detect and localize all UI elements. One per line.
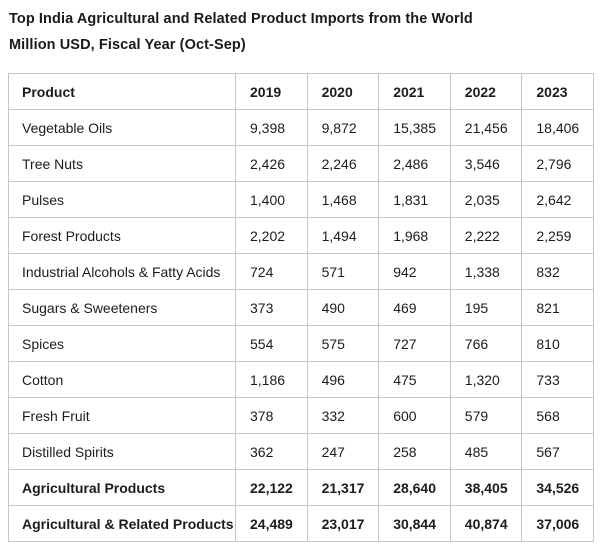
value-cell: 2,035 [449, 181, 523, 218]
value-cell: 766 [449, 325, 523, 362]
table-header-row: Product 2019 2020 2021 2022 2023 [8, 73, 594, 110]
value-cell: 571 [306, 253, 380, 290]
product-cell: Agricultural Products [8, 469, 236, 506]
value-cell: 942 [378, 253, 451, 290]
value-cell: 724 [235, 253, 308, 290]
value-cell: 2,642 [521, 181, 594, 218]
value-cell: 810 [521, 325, 594, 362]
page-subtitle: Million USD, Fiscal Year (Oct-Sep) [9, 37, 246, 53]
page-title: Top India Agricultural and Related Produ… [9, 11, 473, 27]
value-cell: 21,456 [449, 109, 523, 146]
table-row: Vegetable Oils 9,398 9,872 15,385 21,456 18,4… [8, 109, 594, 146]
value-cell: 24,489 [235, 505, 308, 542]
value-cell: 22,122 [235, 469, 308, 506]
value-cell: 34,526 [521, 469, 594, 506]
value-cell: 600 [378, 397, 451, 434]
value-cell: 15,385 [378, 109, 451, 146]
value-cell: 832 [521, 253, 594, 290]
value-cell: 2,202 [235, 217, 308, 254]
table-total-row: Agricultural & Related Products 24,489 23,… [8, 505, 594, 542]
value-cell: 37,006 [521, 505, 594, 542]
value-cell: 332 [306, 397, 380, 434]
table-row: Industrial Alcohols & Fatty Acids 724 571 9… [8, 253, 594, 290]
value-cell: 258 [378, 433, 451, 470]
column-header-2023: 2023 [521, 73, 594, 110]
column-header-product: Product [8, 73, 236, 110]
value-cell: 1,186 [235, 361, 308, 398]
value-cell: 1,338 [449, 253, 523, 290]
value-cell: 733 [521, 361, 594, 398]
product-cell: Spices [8, 325, 236, 362]
value-cell: 1,468 [306, 181, 380, 218]
table-row: Forest Products 2,202 1,494 1,968 2,222 2,259 [8, 217, 594, 254]
product-cell: Pulses [8, 181, 236, 218]
value-cell: 3,546 [449, 145, 523, 182]
title-block: Top India Agricultural and Related Produ… [9, 6, 592, 58]
value-cell: 23,017 [306, 505, 380, 542]
value-cell: 9,872 [306, 109, 380, 146]
column-header-2021: 2021 [378, 73, 451, 110]
table-row: Cotton 1,186 496 475 1,320 733 [8, 361, 594, 398]
value-cell: 2,426 [235, 145, 308, 182]
table-row: Sugars & Sweeteners 373 490 469 195 821 [8, 289, 594, 326]
product-cell: Forest Products [8, 217, 236, 254]
table-total-row: Agricultural Products 22,122 21,317 28,640 3… [8, 469, 594, 506]
value-cell: 469 [378, 289, 451, 326]
value-cell: 195 [449, 289, 523, 326]
value-cell: 9,398 [235, 109, 308, 146]
product-cell: Agricultural & Related Products [8, 505, 236, 542]
value-cell: 2,222 [449, 217, 523, 254]
value-cell: 2,486 [378, 145, 451, 182]
value-cell: 30,844 [378, 505, 451, 542]
table-row: Tree Nuts 2,426 2,246 2,486 3,546 2,796 [8, 145, 594, 182]
value-cell: 496 [306, 361, 380, 398]
value-cell: 2,259 [521, 217, 594, 254]
table-row: Pulses 1,400 1,468 1,831 2,035 2,642 [8, 181, 594, 218]
table-row: Fresh Fruit 378 332 600 579 568 [8, 397, 594, 434]
column-header-2019: 2019 [235, 73, 308, 110]
table-body: Vegetable Oils 9,398 9,872 15,385 21,456 18,4… [8, 109, 594, 542]
value-cell: 373 [235, 289, 308, 326]
product-cell: Vegetable Oils [8, 109, 236, 146]
column-header-2022: 2022 [449, 73, 523, 110]
product-cell: Fresh Fruit [8, 397, 236, 434]
value-cell: 1,494 [306, 217, 380, 254]
value-cell: 38,405 [449, 469, 523, 506]
value-cell: 579 [449, 397, 523, 434]
value-cell: 2,246 [306, 145, 380, 182]
value-cell: 554 [235, 325, 308, 362]
value-cell: 2,796 [521, 145, 594, 182]
value-cell: 567 [521, 433, 594, 470]
value-cell: 21,317 [306, 469, 380, 506]
value-cell: 378 [235, 397, 308, 434]
value-cell: 1,968 [378, 217, 451, 254]
value-cell: 490 [306, 289, 380, 326]
table-row: Distilled Spirits 362 247 258 485 567 [8, 433, 594, 470]
product-cell: Cotton [8, 361, 236, 398]
value-cell: 575 [306, 325, 380, 362]
product-cell: Sugars & Sweeteners [8, 289, 236, 326]
value-cell: 568 [521, 397, 594, 434]
value-cell: 821 [521, 289, 594, 326]
value-cell: 18,406 [521, 109, 594, 146]
product-cell: Industrial Alcohols & Fatty Acids [8, 253, 236, 290]
value-cell: 1,400 [235, 181, 308, 218]
imports-table: Product 2019 2020 2021 2022 2023 Vegetab… [8, 73, 594, 542]
value-cell: 28,640 [378, 469, 451, 506]
value-cell: 1,831 [378, 181, 451, 218]
column-header-2020: 2020 [306, 73, 380, 110]
value-cell: 247 [306, 433, 380, 470]
value-cell: 40,874 [449, 505, 523, 542]
product-cell: Tree Nuts [8, 145, 236, 182]
value-cell: 362 [235, 433, 308, 470]
value-cell: 1,320 [449, 361, 523, 398]
value-cell: 727 [378, 325, 451, 362]
table-row: Spices 554 575 727 766 810 [8, 325, 594, 362]
value-cell: 475 [378, 361, 451, 398]
value-cell: 485 [449, 433, 523, 470]
product-cell: Distilled Spirits [8, 433, 236, 470]
